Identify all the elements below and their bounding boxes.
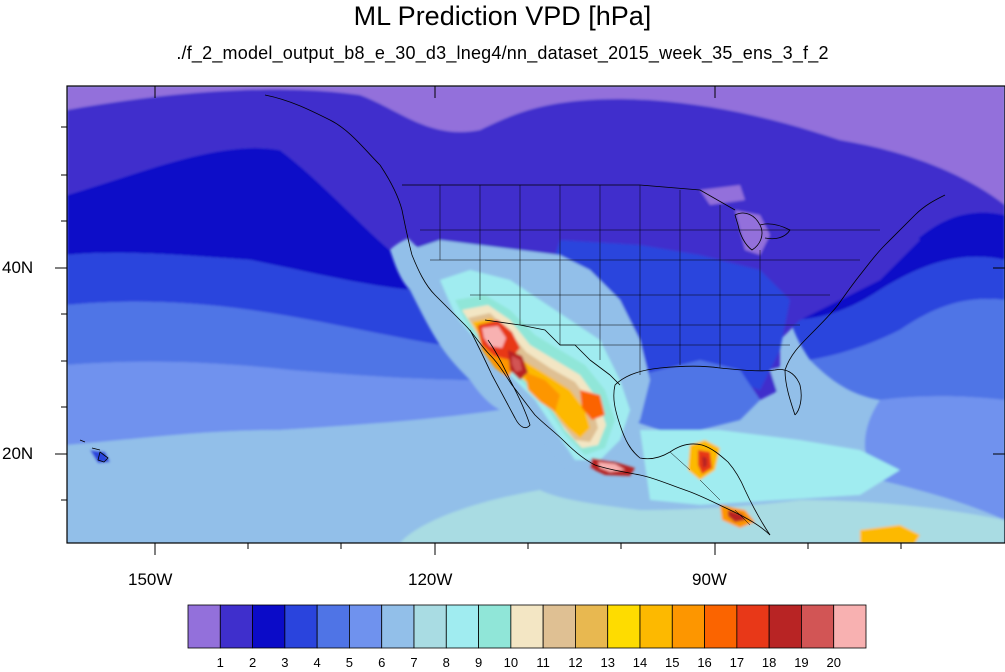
colorbar-tick-label: 19	[794, 655, 809, 670]
coastline-baja	[469, 329, 531, 429]
vpd-band-5	[67, 301, 470, 380]
colorbar-tick-label: 16	[697, 655, 712, 670]
vpd-band-4b	[790, 256, 1005, 360]
vpd-band-5b	[810, 299, 1005, 400]
state-lines	[420, 185, 880, 375]
colorbar-swatch	[768, 604, 802, 649]
y-tick-label-20n: 20N	[2, 444, 34, 463]
vpd-hotspot-sonora-core	[512, 356, 522, 372]
colorbar-swatch	[833, 604, 867, 649]
colorbar-swatch	[445, 604, 479, 649]
colorbar-tick-label: 14	[632, 655, 648, 670]
vpd-canada-patch	[700, 185, 745, 205]
coastline-gulf	[613, 365, 802, 536]
colorbar-tick-label: 11	[536, 655, 550, 670]
vpd-hotspot-yucatan-center	[702, 456, 707, 468]
vpd-band-3	[67, 148, 410, 290]
vpd-hotspot-centralamerica-core	[728, 510, 746, 522]
colorbar-swatch	[542, 604, 576, 649]
colorbar-swatch	[801, 604, 835, 649]
colorbar-tick-label: 17	[729, 655, 745, 670]
hawaii-islands	[79, 439, 109, 463]
coastline-pacific	[264, 94, 771, 536]
colorbar-swatch	[413, 604, 447, 649]
colorbar-swatch	[381, 604, 415, 649]
colorbar-tick-label: 7	[410, 655, 418, 670]
colorbar-tick-label: 12	[568, 655, 583, 670]
map-area	[67, 86, 1005, 543]
vpd-hotspot-mojave-core	[482, 326, 506, 348]
colorbar-swatch	[252, 604, 286, 649]
colorbar-swatch	[510, 604, 544, 649]
colorbar-swatch	[575, 604, 609, 649]
colorbar-tick-label: 8	[442, 655, 450, 670]
vpd-contour-bands	[67, 86, 1005, 543]
colorbar-tick-label: 2	[248, 655, 257, 670]
axis-ticks	[55, 86, 1005, 555]
colorbar-tick-label: 15	[665, 655, 680, 670]
colorbar-swatch	[478, 604, 512, 649]
vpd-band-4	[67, 252, 440, 345]
vpd-central-orange	[580, 390, 605, 420]
colorbar-tick-label: 18	[761, 655, 777, 670]
vpd-band-6	[67, 361, 500, 445]
vpd-florida	[770, 365, 800, 415]
vpd-hotspot-southamerica	[860, 525, 920, 543]
colorbar-tick-label: 3	[281, 655, 289, 670]
vpd-band-6b	[865, 396, 1005, 520]
x-tick-label-90w: 90W	[692, 570, 727, 589]
colorbar-tick-label: 4	[313, 655, 321, 670]
colorbar-tick-label: 6	[378, 655, 386, 670]
colorbar-swatch	[349, 604, 383, 649]
vpd-great-lakes-patch	[735, 210, 770, 255]
plot-subtitle: ./f_2_model_output_b8_e_30_d3_lneg4/nn_d…	[176, 43, 829, 63]
colorbar-swatch	[639, 604, 673, 649]
vpd-gulf-band	[620, 360, 760, 430]
vpd-band-8	[400, 490, 1005, 543]
vpd-sonora-orange	[525, 372, 560, 412]
colorbar-tick-label: 9	[474, 655, 483, 670]
y-tick-label-40n: 40N	[2, 258, 34, 277]
colorbar	[187, 604, 867, 649]
colorbar-swatch	[316, 604, 350, 649]
colorbar-tick-label: 13	[600, 655, 615, 670]
colorbar-swatch	[704, 604, 738, 649]
coastline-atlantic	[784, 194, 946, 416]
colorbar-swatch	[736, 604, 770, 649]
vpd-band-7	[67, 410, 540, 543]
colorbar-tick-label: 20	[826, 655, 841, 670]
plot-title: ML Prediction VPD [hPa]	[353, 1, 652, 31]
central-america-borders	[669, 451, 751, 526]
colorbar-tick-label: 5	[345, 655, 354, 670]
geographic-boundaries	[79, 94, 946, 536]
colorbar-swatch	[671, 604, 705, 649]
x-tick-label-120w: 120W	[408, 570, 453, 589]
vpd-hotspot-mexico-south-core	[598, 462, 625, 472]
colorbar-swatch	[284, 604, 318, 649]
colorbar-swatch	[607, 604, 641, 649]
colorbar-tick-label: 1	[216, 655, 224, 670]
colorbar-tick-label: 10	[503, 655, 519, 670]
colorbar-swatch	[219, 604, 253, 649]
colorbar-swatch	[187, 604, 221, 649]
vpd-hawaii	[90, 450, 110, 463]
x-tick-label-150w: 150W	[128, 570, 173, 589]
vpd-band-1	[67, 86, 1005, 205]
